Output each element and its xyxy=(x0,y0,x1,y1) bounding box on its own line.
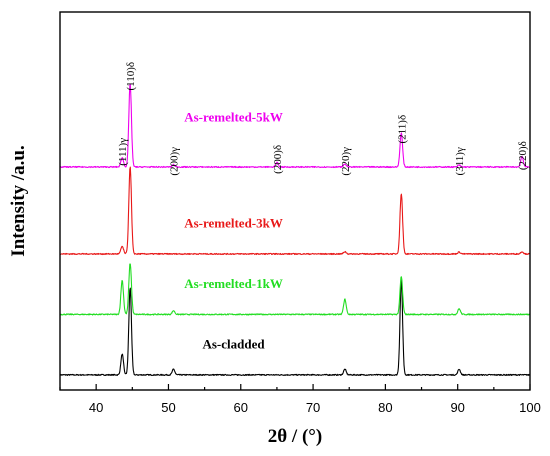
series-label: As-remelted-1kW xyxy=(184,276,283,291)
series-line xyxy=(59,279,531,376)
peak-label: (111)γ xyxy=(117,138,129,166)
x-axis-title: 2θ / (°) xyxy=(268,426,322,447)
series-line xyxy=(59,263,531,316)
traces-group xyxy=(59,83,531,376)
series-label: As-cladded xyxy=(202,336,265,351)
x-tick-label: 40 xyxy=(89,400,103,415)
series-labels-group: As-remelted-5kW As-remelted-3kW As-remelte… xyxy=(184,110,283,352)
x-tick-label: 60 xyxy=(234,400,248,415)
peak-label: (311)γ xyxy=(454,147,466,175)
peak-label: (220)δ xyxy=(517,141,529,170)
peak-label: (200)γ xyxy=(169,147,181,176)
x-tick-label: 70 xyxy=(306,400,320,415)
peak-label: (211)δ xyxy=(396,115,408,144)
y-axis-title: Intensity /a.u. xyxy=(8,145,29,256)
peak-labels-group: (111)γ (110)δ (200)γ (200)δ (220)γ (211)δ (311… xyxy=(117,62,529,176)
series-line xyxy=(59,83,531,169)
series-line xyxy=(59,166,531,256)
series-label: As-remelted-5kW xyxy=(184,110,283,125)
peak-label: (200)δ xyxy=(272,145,284,174)
series-label: As-remelted-3kW xyxy=(184,215,283,230)
plot-frame xyxy=(59,11,531,391)
peak-label: (110)δ xyxy=(125,62,137,91)
x-tick-label: 50 xyxy=(161,400,175,415)
x-axis-ticks: 40 50 60 70 80 90 100 xyxy=(59,384,541,415)
x-tick-label: 100 xyxy=(519,400,541,415)
x-tick-label: 90 xyxy=(450,400,464,415)
x-tick-label: 80 xyxy=(378,400,392,415)
peak-label: (220)γ xyxy=(340,147,352,176)
